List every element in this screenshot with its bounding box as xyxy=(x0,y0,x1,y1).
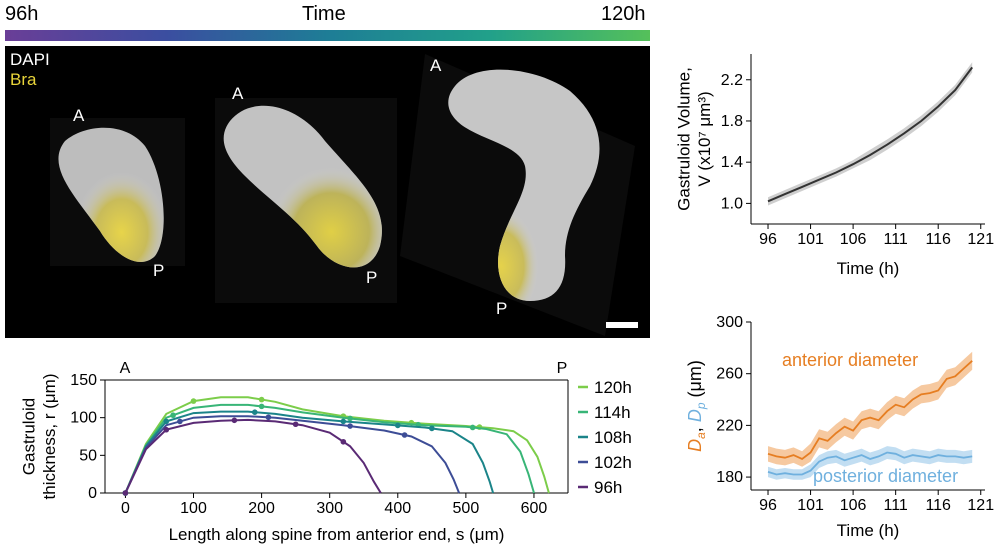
volume-line xyxy=(767,66,974,203)
x-tick-label: 100 xyxy=(180,500,207,517)
thickness-chart: 0 100 200 300 400 500 600 0 50 100 150 A P Length alo… xyxy=(20,360,632,544)
y-tick-label: 260 xyxy=(716,366,743,383)
legend-label-120h: 120h xyxy=(594,378,632,397)
posterior-corner-label: P xyxy=(557,360,568,377)
thickness-point-102h xyxy=(347,423,353,429)
x-tick-label: 500 xyxy=(453,500,480,517)
x-tick-label: 0 xyxy=(121,500,130,517)
x-tick-label: 400 xyxy=(384,500,411,517)
x-tick-label: 101 xyxy=(797,497,824,514)
thickness-line-96h xyxy=(124,418,382,494)
thickness-x-axis-label: Length along spine from anterior end, s … xyxy=(169,525,505,544)
thickness-point-96h xyxy=(231,417,238,424)
thickness-point-102h xyxy=(265,414,272,421)
thickness-point-120h xyxy=(258,396,265,403)
legend-label-108h: 108h xyxy=(594,428,632,447)
thickness-point-108h xyxy=(429,425,435,432)
thickness-line-102h xyxy=(124,415,461,494)
y-tick-label: 1.8 xyxy=(721,113,743,130)
timebar-start-label: 96h xyxy=(5,3,39,25)
thickness-line-120h xyxy=(124,396,550,494)
posterior-label-108h: P xyxy=(366,268,378,287)
microscopy-panel: DAPI Bra A P A P A P xyxy=(5,46,650,338)
thickness-point-origin xyxy=(122,490,129,496)
posterior-label-96h: P xyxy=(153,261,165,280)
x-tick-label: 106 xyxy=(840,231,867,248)
y-tick-label: 150 xyxy=(70,372,97,389)
y-tick-label: 1.0 xyxy=(721,195,743,212)
posterior-diameter-line xyxy=(767,451,973,476)
posterior-error-band xyxy=(768,446,973,480)
thickness-point-114h xyxy=(347,415,353,422)
volume-x-axis-label: Time (h) xyxy=(837,259,900,278)
anterior-diameter-line xyxy=(767,360,973,461)
thickness-point-102h xyxy=(177,418,183,425)
x-tick-label: 101 xyxy=(797,231,824,248)
anterior-label-96h: A xyxy=(73,106,85,125)
thickness-point-120h xyxy=(190,398,197,404)
posterior-diameter-annotation: posterior diameter xyxy=(813,466,958,486)
x-tick-label: 116 xyxy=(925,231,951,248)
volume-y-axis-label: Gastruloid Volume,V (x10⁷ μm³) xyxy=(675,67,714,211)
thickness-point-108h xyxy=(340,418,347,425)
legend-label-96h: 96h xyxy=(594,478,622,497)
thickness-point-108h xyxy=(163,418,170,425)
x-tick-label: 600 xyxy=(521,500,548,517)
time-gradient-bar xyxy=(5,30,650,41)
microscopy-image xyxy=(50,54,638,336)
y-tick-label: 1.4 xyxy=(721,154,743,171)
x-tick-label: 111 xyxy=(883,497,907,514)
diameter-x-axis-label: Time (h) xyxy=(837,521,900,540)
diameter-y-axis-label: Da, Dp (μm) xyxy=(685,360,708,452)
x-tick-label: 106 xyxy=(840,497,867,514)
thickness-point-108h xyxy=(394,422,401,429)
volume-chart: 96 101 106 111 116 121 1.0 1.4 1.8 2.2 Time (h) Gas… xyxy=(675,54,994,278)
thickness-point-114h xyxy=(469,424,476,431)
anterior-label-108h: A xyxy=(232,84,244,103)
anterior-corner-label: A xyxy=(120,360,131,377)
anterior-label-120h: A xyxy=(430,56,442,75)
thickness-point-114h xyxy=(170,412,176,419)
diameter-chart: 96 101 106 111 116 121 180 220 260 300 Time (h) ant… xyxy=(685,314,994,540)
thickness-line-108h xyxy=(124,410,495,494)
x-tick-label: 96 xyxy=(759,231,777,248)
y-tick-label: 300 xyxy=(716,314,743,331)
channel-label-dapi: DAPI xyxy=(10,50,50,69)
x-tick-label: 111 xyxy=(883,231,907,248)
x-tick-label: 200 xyxy=(248,500,275,517)
y-tick-label: 0 xyxy=(88,485,97,502)
y-tick-label: 2.2 xyxy=(721,72,743,89)
thickness-point-96h xyxy=(163,426,170,433)
x-tick-label: 116 xyxy=(925,497,951,514)
legend-label-114h: 114h xyxy=(594,403,631,422)
thickness-point-96h xyxy=(292,421,299,428)
y-tick-label: 100 xyxy=(70,410,97,427)
volume-error-band xyxy=(768,62,973,206)
thickness-y-axis-label: Gastruloidthickness, r (μm) xyxy=(20,374,59,500)
timebar-end-label: 120h xyxy=(601,3,646,25)
y-tick-label: 220 xyxy=(716,417,743,434)
thickness-point-114h xyxy=(258,403,265,410)
channel-label-bra: Bra xyxy=(10,70,37,89)
x-tick-label: 300 xyxy=(316,500,343,517)
timebar-title: Time xyxy=(302,3,346,25)
thickness-point-96h xyxy=(340,438,347,445)
x-tick-label: 121 xyxy=(967,497,994,514)
scale-bar xyxy=(606,322,638,328)
posterior-label-120h: P xyxy=(496,299,508,318)
thickness-point-108h xyxy=(251,409,258,416)
y-tick-label: 180 xyxy=(716,469,743,486)
thickness-point-102h xyxy=(401,432,408,438)
x-tick-label: 96 xyxy=(759,497,777,514)
legend-label-102h: 102h xyxy=(594,453,632,472)
x-tick-label: 121 xyxy=(967,231,994,248)
thickness-line-114h xyxy=(124,403,535,494)
y-tick-label: 50 xyxy=(79,447,97,464)
anterior-diameter-annotation: anterior diameter xyxy=(782,350,918,370)
